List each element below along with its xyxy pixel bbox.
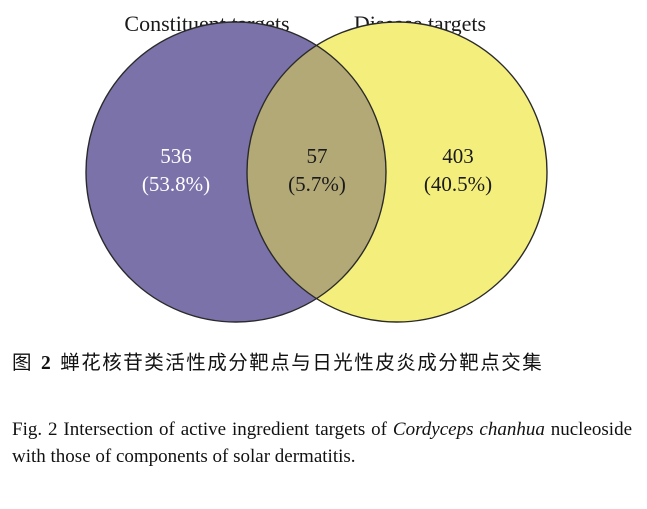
caption-en-suffix: nucleoside with those of components of s… — [12, 419, 633, 467]
set-outline-constituent — [85, 21, 387, 323]
figure-number-cn: 2 — [41, 353, 53, 374]
disease-only-count: 403 — [442, 144, 474, 168]
caption-en-species: Cordyceps chanhua — [392, 419, 545, 440]
caption-en-prefix: Fig. 2 Intersection of active ingredient… — [12, 419, 387, 440]
intersection-percent: (5.7%) — [288, 172, 346, 196]
venn-diagram: Constituent targets Disease targets 536 … — [85, 11, 548, 323]
constituent-only-count: 536 — [160, 144, 192, 168]
figure-caption-english: Fig. 2 Intersection of active ingredient… — [12, 416, 632, 470]
set-outline-disease — [246, 21, 548, 323]
intersection-region — [247, 22, 386, 322]
caption-text-cn: 蝉花核苷类活性成分靶点与日光性皮炎成分靶点交集 — [60, 353, 544, 374]
constituent-only-percent: (53.8%) — [142, 172, 210, 196]
intersection-count: 57 — [307, 144, 328, 168]
disease-only-percent: (40.5%) — [424, 172, 492, 196]
figure-caption-chinese: 图 2 蝉花核苷类活性成分靶点与日光性皮炎成分靶点交集 — [12, 350, 632, 378]
figure-label-cn: 图 — [12, 353, 34, 374]
